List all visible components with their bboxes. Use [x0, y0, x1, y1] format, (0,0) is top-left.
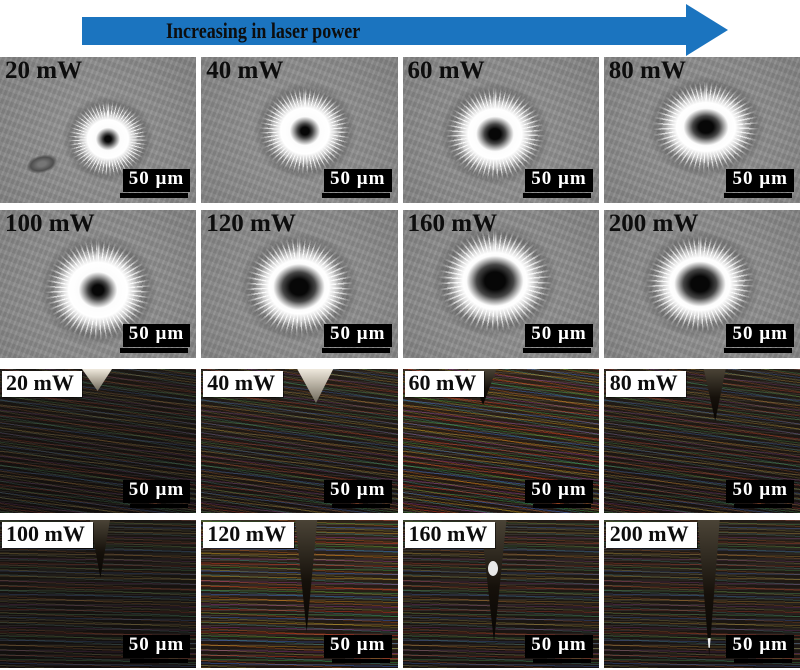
sem-panel-100mw: 100 mW 50 µm	[0, 210, 197, 358]
scale-bar-line	[130, 659, 189, 663]
sem-panel-80mw: 80 mW 50 µm	[603, 57, 800, 203]
scale-bar: 50 µm	[323, 479, 392, 508]
power-label: 20 mW	[5, 57, 83, 84]
power-label: 40 mW	[206, 57, 284, 84]
power-label: 60 mW	[407, 57, 485, 84]
crater-graphic	[636, 227, 763, 341]
scale-bar-label: 50 µm	[122, 634, 191, 658]
scale-bar-line	[532, 504, 591, 508]
sem-row-1: 20 mW 50 µm 40 mW 50 µm 60 mW 50 µm 80 m…	[0, 57, 800, 203]
scale-bar-line	[734, 504, 792, 508]
scale-bar: 50 µm	[726, 634, 794, 663]
sem-panel-60mw: 60 mW 50 µm	[402, 57, 599, 203]
optical-panel-120mw: 120 mW 50 µm	[201, 520, 398, 668]
scale-bar-line	[724, 193, 792, 198]
scale-bar: 50 µm	[122, 634, 191, 663]
scale-bar-label: 50 µm	[122, 168, 191, 192]
scale-bar-label: 50 µm	[525, 323, 593, 347]
power-label: 60 mW	[404, 371, 485, 397]
scale-bar-label: 50 µm	[122, 323, 191, 347]
sem-panel-200mw: 200 mW 50 µm	[603, 210, 800, 358]
scale-bar: 50 µm	[724, 323, 794, 353]
scale-bar-label: 50 µm	[726, 479, 794, 503]
scale-bar-label: 50 µm	[323, 634, 392, 658]
scale-bar: 50 µm	[122, 479, 191, 508]
scale-bar: 50 µm	[120, 168, 191, 198]
scale-bar-label: 50 µm	[726, 168, 794, 192]
power-label: 40 mW	[203, 371, 284, 397]
sem-panel-20mw: 20 mW 50 µm	[0, 57, 197, 203]
sem-panel-40mw: 40 mW 50 µm	[201, 57, 398, 203]
crater-graphic	[251, 79, 360, 184]
optical-panel-60mw: 60 mW 50 µm	[402, 369, 599, 513]
header-arrow-banner: Increasing in laser power	[0, 0, 800, 57]
optical-panel-100mw: 100 mW 50 µm	[0, 520, 197, 668]
power-label: 160 mW	[407, 210, 498, 237]
scale-bar-line	[724, 348, 792, 353]
arrow-label: Increasing in laser power	[166, 18, 361, 43]
optical-panel-80mw: 80 mW 50 µm	[603, 369, 800, 513]
scale-bar-label: 50 µm	[525, 634, 593, 658]
arrow-head-icon	[686, 4, 728, 56]
scale-bar: 50 µm	[525, 479, 593, 508]
optical-row-1: 20 mW 50 µm 40 mW 50 µm 60 mW 50 µm 80 m…	[0, 369, 800, 513]
defect-spot	[24, 151, 60, 177]
scale-bar: 50 µm	[726, 479, 794, 508]
scale-bar-line	[120, 193, 189, 198]
crater-graphic	[236, 228, 363, 345]
power-label: 20 mW	[2, 371, 82, 397]
power-label: 200 mW	[605, 522, 697, 548]
power-label: 120 mW	[206, 210, 296, 237]
sem-panel-160mw: 160 mW 50 µm	[402, 210, 599, 358]
crater-graphic	[643, 73, 768, 182]
power-label: 200 mW	[608, 210, 699, 237]
crater-graphic	[428, 221, 561, 342]
scale-bar: 50 µm	[525, 634, 593, 663]
scale-bar-line	[522, 193, 591, 198]
optical-panel-200mw: 200 mW 50 µm	[603, 520, 800, 668]
scale-bar-line	[321, 348, 390, 353]
scale-bar: 50 µm	[321, 168, 392, 198]
scale-bar-label: 50 µm	[323, 168, 392, 192]
scale-bar-label: 50 µm	[323, 479, 392, 503]
sem-row-2: 100 mW 50 µm 120 mW 50 µm 160 mW 50 µm 2…	[0, 210, 800, 358]
power-label: 100 mW	[2, 522, 93, 548]
scale-bar-line	[734, 659, 792, 663]
scale-bar: 50 µm	[321, 323, 392, 353]
power-label: 80 mW	[608, 57, 686, 84]
scale-bar: 50 µm	[323, 634, 392, 663]
scale-bar-label: 50 µm	[726, 634, 794, 658]
scale-bar-line	[522, 348, 591, 353]
sem-panel-120mw: 120 mW 50 µm	[201, 210, 398, 358]
power-label: 120 mW	[203, 522, 295, 548]
crater-graphic	[59, 92, 156, 185]
scale-bar-line	[532, 659, 591, 663]
scale-bar: 50 µm	[724, 168, 794, 198]
optical-panel-160mw: 160 mW 50 µm	[402, 520, 599, 668]
scale-bar-label: 50 µm	[726, 323, 794, 347]
scale-bar-line	[331, 504, 390, 508]
crater-graphic	[36, 230, 161, 349]
scale-bar: 50 µm	[120, 323, 191, 353]
scale-bar-line	[130, 504, 189, 508]
scale-bar-line	[120, 348, 189, 353]
power-label: 160 mW	[404, 522, 496, 548]
scale-bar-label: 50 µm	[323, 323, 392, 347]
scale-bar-line	[331, 659, 390, 663]
scale-bar-line	[321, 193, 390, 198]
scale-bar: 50 µm	[522, 168, 593, 198]
scale-bar: 50 µm	[522, 323, 593, 353]
scale-bar-label: 50 µm	[122, 479, 191, 503]
optical-panel-40mw: 40 mW 50 µm	[201, 369, 398, 513]
crater-graphic	[436, 79, 553, 190]
optical-row-2: 100 mW 50 µm 120 mW 50 µm 160 mW 50 µm 2…	[0, 520, 800, 668]
power-label: 80 mW	[605, 371, 686, 397]
scale-bar-label: 50 µm	[525, 168, 593, 192]
optical-panel-20mw: 20 mW 50 µm	[0, 369, 197, 513]
arrow-shaft	[82, 17, 686, 45]
scale-bar-label: 50 µm	[525, 479, 593, 503]
power-label: 100 mW	[5, 210, 95, 237]
